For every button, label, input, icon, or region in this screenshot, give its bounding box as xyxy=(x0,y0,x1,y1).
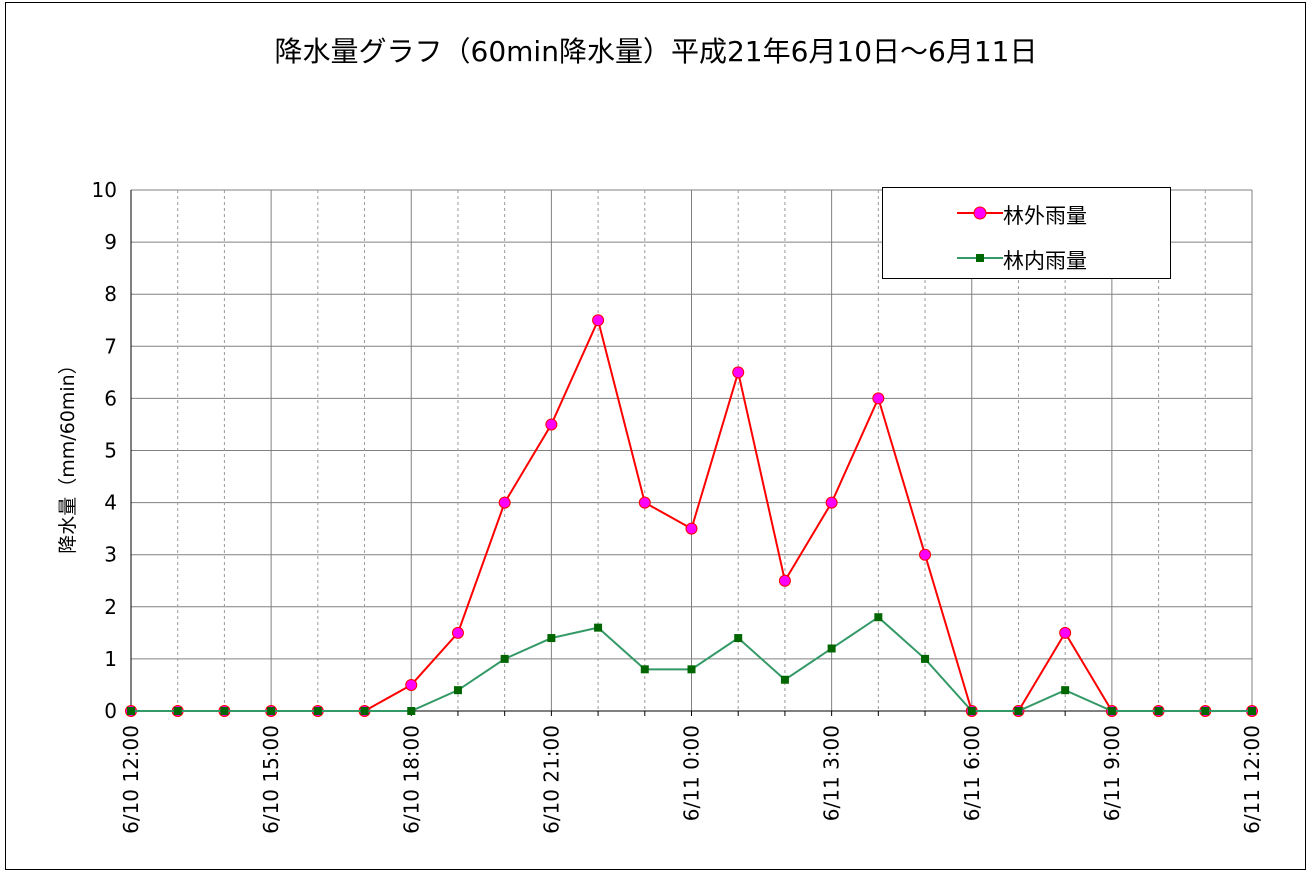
series-1-point xyxy=(921,654,930,663)
chart-title: 降水量グラフ（60min降水量）平成21年6月10日～6月11日 xyxy=(274,35,1038,68)
x-tick-label: 6/11 9:00 xyxy=(1100,725,1124,821)
series-0-point xyxy=(732,366,745,379)
x-tick-label: 6/11 12:00 xyxy=(1240,725,1264,834)
series-1-point xyxy=(734,634,743,643)
series-1-point xyxy=(594,623,603,632)
series-0-point xyxy=(498,496,511,509)
series-1-point xyxy=(500,654,509,663)
legend-line-outside-icon xyxy=(957,206,1003,220)
x-tick-label: 6/10 12:00 xyxy=(119,725,143,834)
y-axis-label: 降水量（mm/60min） xyxy=(57,355,79,553)
series-1-point xyxy=(453,686,462,695)
series-0-point xyxy=(592,314,605,327)
y-tick-label: 10 xyxy=(92,178,117,202)
series-1-point xyxy=(220,707,229,715)
y-tick-label: 7 xyxy=(104,334,117,358)
series-0-point xyxy=(545,418,558,431)
series-0-point xyxy=(685,522,698,535)
series-1-point xyxy=(640,665,649,674)
series-1-point xyxy=(1107,707,1116,715)
series-1-point xyxy=(267,707,276,715)
y-tick-label: 3 xyxy=(104,543,117,567)
series-1-point xyxy=(127,707,135,715)
series-1-point xyxy=(547,634,556,643)
legend-item-outside: 林外雨量 xyxy=(883,198,1170,228)
x-tick-label: 6/11 0:00 xyxy=(680,725,704,821)
series-0-point xyxy=(919,548,932,561)
series-1-point xyxy=(874,613,883,622)
x-tick-label: 6/11 3:00 xyxy=(820,725,844,821)
series-1-point xyxy=(780,675,789,684)
series-1-point xyxy=(1014,707,1023,715)
y-tick-label: 0 xyxy=(104,699,117,723)
series-1-point xyxy=(407,707,416,715)
series-0-point xyxy=(1059,626,1072,639)
series-1-point xyxy=(1154,707,1163,715)
series-1-point xyxy=(360,707,369,715)
legend-item-inside: 林内雨量 xyxy=(883,243,1170,273)
series-0-point xyxy=(451,626,464,639)
series-1-point xyxy=(313,707,322,715)
legend-line-inside-icon xyxy=(957,254,1003,262)
y-tick-label: 5 xyxy=(104,439,117,463)
series-0-point xyxy=(778,574,791,587)
y-tick-label: 6 xyxy=(104,386,117,410)
series-0-point xyxy=(825,496,838,509)
series-1-point xyxy=(1201,707,1210,715)
series-1-point xyxy=(1061,686,1070,695)
legend: 林外雨量 林内雨量 xyxy=(882,187,1171,279)
y-tick-label: 9 xyxy=(104,230,117,254)
x-tick-label: 6/10 18:00 xyxy=(399,725,423,834)
legend-label-outside: 林外雨量 xyxy=(1003,204,1087,228)
series-1-point xyxy=(967,707,976,715)
x-tick-label: 6/10 15:00 xyxy=(259,725,283,834)
x-tick-label: 6/11 6:00 xyxy=(960,725,984,821)
series-1-point xyxy=(1248,707,1256,715)
series-1-point xyxy=(173,707,182,715)
y-tick-label: 4 xyxy=(104,491,117,515)
series-0-point xyxy=(405,678,418,691)
series-1-point xyxy=(827,644,836,653)
series-0-point xyxy=(872,392,885,405)
x-tick-label: 6/10 21:00 xyxy=(539,725,563,834)
legend-label-inside: 林内雨量 xyxy=(1003,249,1087,273)
series-0-point xyxy=(638,496,651,509)
y-tick-label: 8 xyxy=(104,282,117,306)
y-tick-label: 2 xyxy=(104,595,117,619)
series-1-point xyxy=(687,665,696,674)
y-tick-label: 1 xyxy=(104,647,117,671)
